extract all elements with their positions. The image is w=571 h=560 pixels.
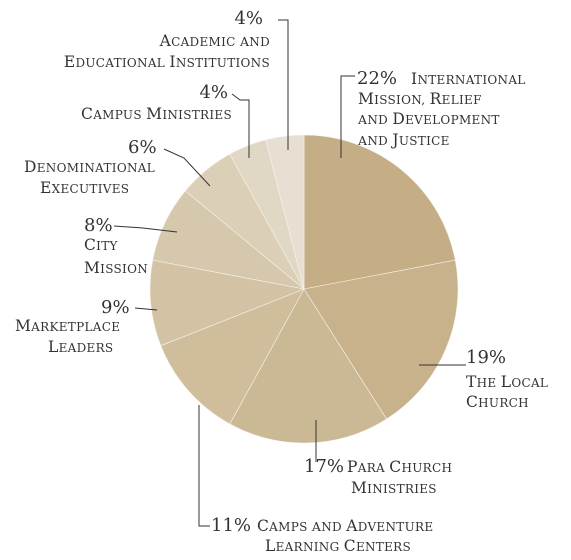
slice-category-label: PARA CHURCH	[347, 458, 452, 476]
pie-slices	[149, 134, 459, 444]
slice-category-label: INTERNATIONAL	[411, 70, 526, 88]
slice-category-label: EXECUTIVES	[40, 179, 129, 197]
slice-category-label: MISSION	[84, 259, 148, 277]
slice-category-label: MISSION, RELIEF	[358, 90, 482, 108]
slice-percent-label: 9%	[101, 297, 130, 318]
slice-percent-label: 6%	[128, 137, 157, 158]
slice-category-label: DENOMINATIONAL	[24, 158, 155, 176]
slice-percent-label: 11%	[211, 515, 251, 536]
slice-percent-label: 17%	[304, 456, 344, 477]
slice-category-label: THE LOCAL	[466, 373, 548, 391]
slice-category-label: CAMPUS MINISTRIES	[81, 105, 232, 123]
slice-category-label: LEARNING CENTERS	[265, 537, 411, 555]
slice-category-label: EDUCATIONAL INSTITUTIONS	[64, 53, 270, 71]
pie-slice-4	[160, 288, 305, 425]
leader-line-8	[231, 93, 250, 158]
slice-percent-label: 4%	[234, 8, 263, 29]
slice-category-label: MARKETPLACE	[15, 317, 120, 335]
pie-slice-2	[303, 259, 459, 420]
pie-slice-3	[229, 288, 387, 444]
slice-category-label: CHURCH	[466, 393, 529, 411]
leader-line-6	[113, 225, 178, 233]
pie-slice-5	[149, 259, 306, 347]
leader-line-5	[134, 307, 158, 311]
slice-labels: 22% INTERNATIONAL MISSION, RELIEF AND DEVEL…	[15, 8, 548, 555]
slice-category-label: ACADEMIC AND	[159, 32, 270, 50]
slice-category-label: CAMPS AND ADVENTURE	[257, 517, 433, 535]
slice-percent-label: 8%	[84, 215, 113, 236]
leader-line-4	[198, 405, 210, 527]
slice-category-label: AND DEVELOPMENT	[357, 110, 500, 128]
slice-category-label: CITY	[84, 236, 119, 254]
slice-category-label: MINISTRIES	[351, 479, 437, 497]
leader-line-9	[278, 19, 289, 150]
pie-slice-9	[265, 134, 305, 290]
leader-lines	[113, 19, 466, 527]
slice-category-label: LEADERS	[48, 338, 113, 356]
slice-percent-label: 4%	[199, 82, 228, 103]
slice-percent-label: 19%	[466, 347, 506, 368]
slice-percent-label: 22%	[357, 68, 397, 89]
slice-category-label: AND JUSTICE	[357, 131, 450, 149]
pie-slice-1	[303, 134, 456, 290]
leader-line-1	[340, 75, 355, 158]
leader-line-7	[163, 148, 211, 187]
